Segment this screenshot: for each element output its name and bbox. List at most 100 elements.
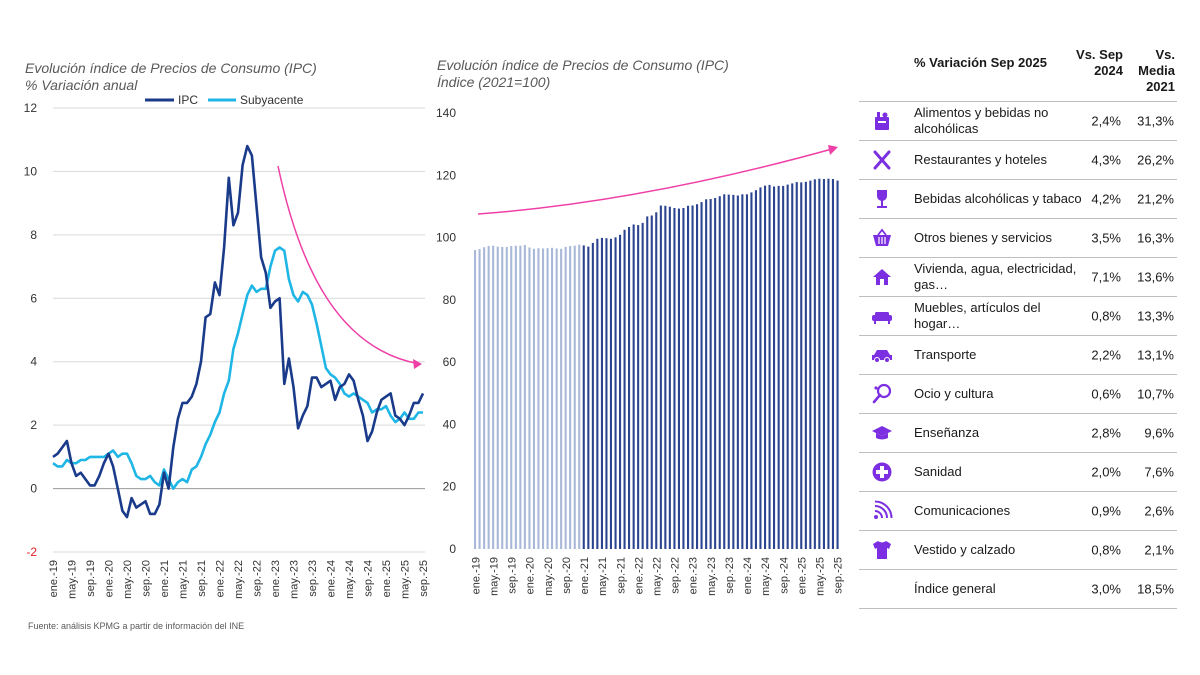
row-category-label: Comunicaciones (914, 503, 1011, 518)
row-vs-sep-2024: 2,2% (1091, 347, 1121, 363)
table-row: Comunicaciones 0,9% 2,6% (859, 492, 1177, 531)
x-tick-label: ene.-19 (48, 560, 60, 597)
y-tick-label: 2 (30, 418, 37, 432)
bar (668, 206, 671, 549)
y-tick-label: 140 (436, 106, 456, 120)
bar (773, 186, 776, 549)
left-chart-legend: IPC Subyacente (145, 93, 304, 107)
y-tick-label: 6 (30, 291, 37, 305)
bar (759, 187, 762, 549)
row-vs-media-2021: 9,6% (1144, 425, 1174, 441)
x-tick-label: ene.-24 (326, 560, 338, 597)
bar (519, 245, 522, 549)
x-tick-label: may.-25 (400, 560, 412, 599)
sofa-icon (871, 305, 893, 327)
x-tick-label: may.-20 (543, 557, 555, 596)
bar (818, 178, 821, 549)
x-tick-label: sep.-22 (670, 557, 682, 594)
row-vs-media-2021: 31,3% (1137, 113, 1174, 129)
row-vs-media-2021: 13,6% (1137, 269, 1174, 285)
house-icon (871, 266, 893, 288)
x-tick-label: may.-24 (344, 560, 356, 599)
y-tick-label: 0 (30, 482, 37, 496)
y-tick-label: 4 (30, 355, 37, 369)
upward-trend-arrow (477, 145, 838, 215)
x-tick-label: sep.-24 (363, 560, 375, 597)
header-vs-sep-2024: Vs. Sep 2024 (1076, 47, 1123, 78)
x-tick-label: may.-21 (178, 560, 190, 599)
fork-knife-icon (871, 149, 893, 171)
table-row: Alimentos y bebidas no alcohólicas 2,4% 31… (859, 102, 1177, 141)
x-tick-label: ene.-21 (579, 557, 591, 594)
row-category-label: Restaurantes y hoteles (914, 152, 1047, 167)
left-chart-title-text: Evolución índice de Precios de Consumo (… (25, 60, 317, 76)
y-tick-label: 40 (443, 417, 457, 431)
row-vs-sep-2024: 0,9% (1091, 503, 1121, 519)
row-vs-sep-2024: 3,0% (1091, 581, 1121, 597)
x-tick-label: sep.-20 (141, 560, 153, 597)
bar (831, 179, 834, 549)
y-tick-label: 60 (443, 355, 457, 369)
car-icon (871, 344, 893, 366)
row-vs-sep-2024: 3,5% (1091, 230, 1121, 246)
bar (528, 247, 531, 549)
x-tick-label: ene.-20 (525, 557, 537, 594)
x-tick-label: sep.-25 (833, 557, 845, 594)
bar (641, 222, 644, 549)
bar (523, 245, 526, 549)
table-row: Muebles, artículos del hogar… 0,8% 13,3% (859, 297, 1177, 336)
bar (578, 244, 581, 549)
bar (650, 215, 653, 549)
row-category-label: Ocio y cultura (914, 386, 994, 401)
bar (483, 247, 486, 549)
legend-ipc-label: IPC (178, 93, 198, 107)
x-tick-label: sep.-19 (507, 557, 519, 594)
bar (804, 181, 807, 550)
x-tick-label: ene.-25 (381, 560, 393, 597)
series-line-ipc (52, 144, 425, 519)
header-category: % Variación Sep 2025 (914, 55, 1047, 70)
health-cross-icon (871, 461, 893, 483)
bar (714, 198, 717, 549)
table-row: Sanidad 2,0% 7,6% (859, 453, 1177, 492)
x-tick-label: sep.-23 (724, 557, 736, 594)
bar (705, 199, 708, 550)
no-icon (871, 578, 893, 600)
row-vs-sep-2024: 0,6% (1091, 386, 1121, 402)
x-tick-label: may.-23 (706, 557, 718, 596)
x-tick-label: ene.-24 (742, 557, 754, 594)
left-chart-subtitle: % Variación anual (25, 77, 138, 93)
racket-icon (871, 383, 893, 405)
bar (795, 182, 798, 549)
bar (623, 229, 626, 550)
table-row: Ocio y cultura 0,6% 10,7% (859, 375, 1177, 414)
y-tick-label: 12 (24, 101, 38, 115)
bar (727, 194, 730, 549)
row-vs-media-2021: 18,5% (1137, 581, 1174, 597)
row-vs-media-2021: 16,3% (1137, 230, 1174, 246)
bar (614, 237, 617, 550)
signal-icon (871, 500, 893, 522)
mid-chart-title: Evolución índice de Precios de Consumo (… (437, 57, 729, 91)
ipc-index-chart: 140 120 100 80 60 40 20 0 ene.-19 may.-19 sep.-19… (436, 106, 845, 596)
bar (696, 204, 699, 549)
bar (587, 246, 590, 549)
mid-chart-subtitle: Índice (2021=100) (437, 74, 551, 90)
table-row: Transporte 2,2% 13,1% (859, 336, 1177, 375)
bar (555, 248, 558, 549)
row-category-label: Índice general (914, 581, 996, 596)
row-vs-sep-2024: 0,8% (1091, 308, 1121, 324)
bar (478, 249, 481, 549)
table-row: Bebidas alcohólicas y tabaco 4,2% 21,2% (859, 180, 1177, 219)
x-tick-label: ene.-22 (633, 557, 645, 594)
bar (551, 247, 554, 550)
row-category-label: Bebidas alcohólicas y tabaco (914, 191, 1082, 206)
x-tick-label: may.-19 (67, 560, 79, 599)
row-vs-media-2021: 7,6% (1144, 464, 1174, 480)
grocery-icon (871, 110, 893, 132)
bar (732, 194, 735, 549)
table-row: Índice general 3,0% 18,5% (859, 570, 1177, 609)
y-tick-label: 0 (449, 542, 456, 556)
bar (718, 196, 721, 549)
row-vs-media-2021: 10,7% (1137, 386, 1174, 402)
